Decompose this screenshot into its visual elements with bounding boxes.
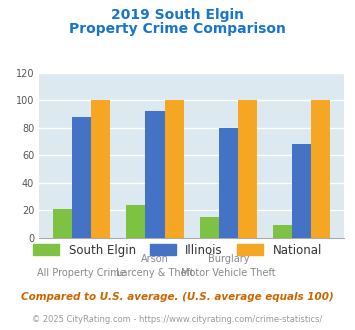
Text: All Property Crime: All Property Crime xyxy=(37,268,126,278)
Bar xyxy=(146,111,164,238)
Bar xyxy=(91,100,110,238)
Bar xyxy=(72,116,91,238)
Bar xyxy=(126,205,146,238)
Text: Motor Vehicle Theft: Motor Vehicle Theft xyxy=(181,268,276,278)
Bar xyxy=(273,225,292,238)
Text: Burglary: Burglary xyxy=(208,254,249,264)
Bar xyxy=(53,209,72,238)
Text: Property Crime Comparison: Property Crime Comparison xyxy=(69,22,286,36)
Text: Arson: Arson xyxy=(141,254,169,264)
Text: Larceny & Theft: Larceny & Theft xyxy=(116,268,194,278)
Text: 2019 South Elgin: 2019 South Elgin xyxy=(111,8,244,22)
Bar xyxy=(238,100,257,238)
Bar xyxy=(164,100,184,238)
Text: © 2025 CityRating.com - https://www.cityrating.com/crime-statistics/: © 2025 CityRating.com - https://www.city… xyxy=(32,315,323,324)
Bar xyxy=(219,128,238,238)
Text: Compared to U.S. average. (U.S. average equals 100): Compared to U.S. average. (U.S. average … xyxy=(21,292,334,302)
Bar xyxy=(200,217,219,238)
Legend: South Elgin, Illinois, National: South Elgin, Illinois, National xyxy=(28,239,327,261)
Bar xyxy=(311,100,331,238)
Bar xyxy=(292,144,311,238)
